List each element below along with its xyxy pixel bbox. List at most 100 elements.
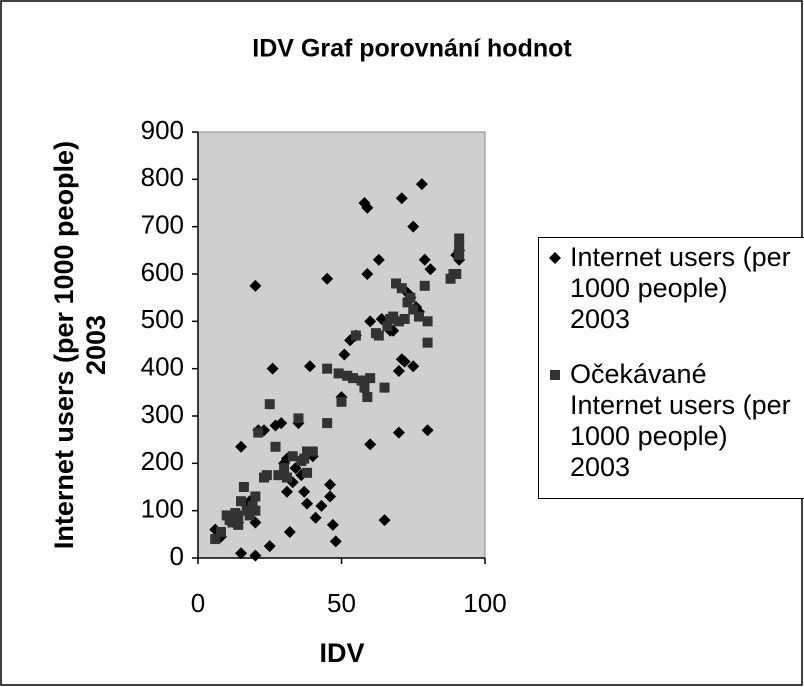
y-tick-label: 300 [141, 399, 184, 429]
point [227, 517, 238, 528]
y-tick-label: 100 [141, 494, 184, 524]
x-tick-label: 50 [327, 588, 356, 618]
point [359, 382, 370, 393]
point [361, 201, 374, 214]
point [392, 365, 405, 378]
point [309, 511, 322, 524]
point [249, 279, 262, 292]
point [333, 368, 344, 379]
point [233, 519, 244, 530]
point [454, 240, 465, 251]
point [421, 424, 434, 437]
point [275, 417, 288, 430]
legend-entry: Očekávané Internet users (per 1000 peopl… [550, 359, 793, 483]
point [365, 373, 376, 384]
point [408, 304, 419, 315]
point [407, 360, 420, 373]
point [407, 220, 420, 233]
point [422, 316, 433, 327]
point [391, 278, 402, 289]
point [298, 485, 311, 498]
point [210, 534, 221, 545]
point [326, 518, 339, 531]
legend-marker [549, 252, 561, 264]
point [388, 311, 399, 322]
legend-label: Očekávané Internet users (per 1000 peopl… [570, 359, 791, 482]
point [329, 535, 342, 548]
point [336, 396, 347, 407]
point [299, 453, 310, 464]
point [235, 547, 248, 560]
legend-label: Internet users (per 1000 people) 2003 [570, 242, 791, 334]
point [379, 382, 390, 393]
point [362, 392, 373, 403]
point [393, 316, 404, 327]
point [418, 253, 431, 266]
point [324, 478, 337, 491]
point [281, 472, 292, 483]
point [315, 499, 328, 512]
y-tick-label: 500 [141, 304, 184, 334]
point [415, 178, 428, 191]
point [307, 446, 318, 457]
x-tick-label: 100 [463, 588, 506, 618]
point [263, 540, 276, 553]
point [270, 441, 281, 452]
point [264, 399, 275, 410]
point [233, 510, 244, 521]
point [250, 505, 261, 516]
point [249, 549, 262, 562]
point [321, 272, 334, 285]
point [395, 192, 408, 205]
point [451, 269, 462, 279]
point [373, 330, 384, 341]
chart-title: IDV Graf porovnání hodnot [252, 35, 572, 63]
point [287, 451, 298, 462]
x-axis-label: IDV [319, 638, 364, 668]
point [266, 362, 279, 375]
point [253, 427, 264, 438]
point [378, 514, 391, 527]
point [350, 330, 361, 341]
point [302, 467, 313, 478]
point [399, 313, 410, 324]
point [364, 438, 377, 451]
point [413, 311, 424, 322]
point [302, 446, 313, 457]
point [454, 233, 465, 244]
point [322, 418, 333, 429]
point [261, 470, 272, 481]
point [398, 355, 411, 368]
point [424, 263, 437, 276]
point [215, 526, 226, 537]
legend-entry: Internet users (per 1000 people) 2003 [549, 242, 793, 335]
x-tick-label: 0 [191, 588, 205, 618]
point [419, 280, 430, 291]
point [347, 373, 358, 384]
y-axis-label: Internet users (per 1000 people) 2003 [49, 140, 111, 550]
point [382, 321, 393, 332]
plot-area [197, 131, 486, 559]
point [280, 485, 293, 498]
legend: Internet users (per 1000 people) 2003 Oč… [538, 237, 804, 499]
point [244, 510, 255, 521]
y-tick-label: 600 [141, 257, 184, 287]
point [283, 525, 296, 538]
y-tick-label: 700 [141, 210, 184, 240]
y-tick-label: 800 [141, 162, 184, 192]
y-tick-label: 900 [141, 115, 184, 145]
point [324, 490, 337, 503]
point [322, 363, 333, 374]
point [301, 497, 314, 510]
point [235, 440, 248, 453]
point [303, 360, 316, 373]
point [364, 315, 377, 328]
point [338, 348, 351, 361]
point [396, 283, 407, 294]
point [356, 375, 367, 386]
point [422, 337, 433, 348]
point [293, 413, 304, 424]
point [342, 370, 353, 381]
point [250, 491, 261, 502]
